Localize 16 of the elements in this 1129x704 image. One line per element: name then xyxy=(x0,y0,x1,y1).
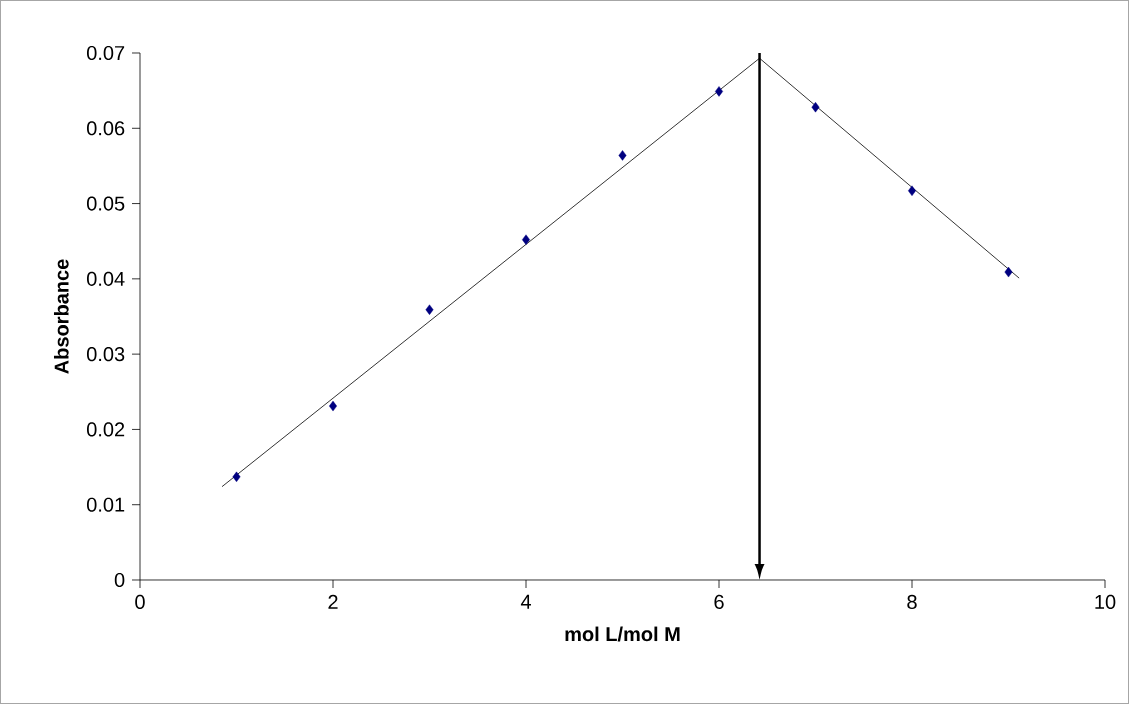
x-tick-label: 4 xyxy=(520,594,531,609)
y-tick-label: 0.03 xyxy=(86,347,125,362)
x-tick-label: 2 xyxy=(328,594,338,609)
x-tick-label: 0 xyxy=(135,594,145,610)
y-tick-label: 0.02 xyxy=(86,422,125,437)
y-tick-label: 0.06 xyxy=(86,121,125,136)
y-tick-label: 0.04 xyxy=(86,271,125,286)
x-axis-title: mol L/mol M xyxy=(565,626,680,642)
y-axis-title: Absorbance xyxy=(53,259,69,374)
x-tick-label: 8 xyxy=(907,594,917,610)
y-tick-label: 0.05 xyxy=(86,196,125,211)
x-tick-label: 10 xyxy=(1095,594,1116,610)
y-tick-label: 0 xyxy=(114,572,125,588)
y-tick-label: 0.07 xyxy=(86,45,125,61)
x-tick-label: 6 xyxy=(714,594,724,610)
y-tick-label: 0.01 xyxy=(86,497,125,512)
